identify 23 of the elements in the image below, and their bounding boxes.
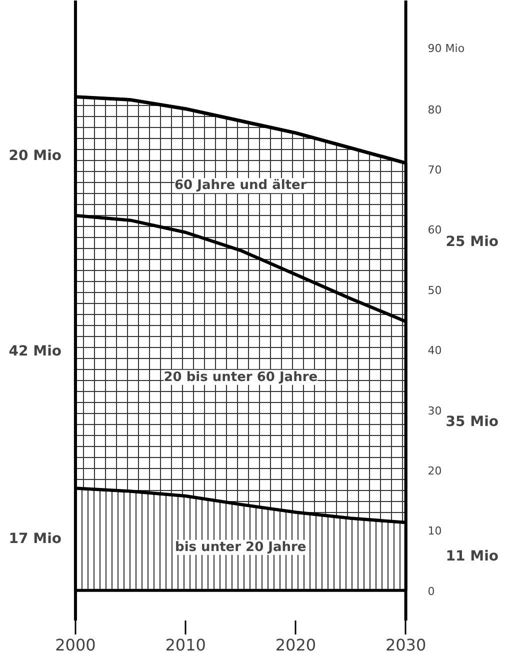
y-tick-label: 70 (428, 164, 442, 177)
text: 17 Mio (8, 531, 62, 548)
y-tick-label: 20 (428, 464, 442, 478)
series-label: 20 bis unter 60 Jahre (164, 370, 318, 385)
x-tick-label: 2030 (385, 636, 426, 654)
y-tick-label: 0 (428, 584, 435, 598)
y-tick-label: 60 (428, 224, 442, 237)
x-tick-label: 2010 (165, 636, 206, 654)
y-tick-label: 40 (428, 344, 442, 358)
y-tick-label: 10 (428, 524, 442, 538)
series-label: 60 Jahre und älter (174, 178, 308, 194)
text: 11 Mio (446, 548, 499, 564)
y-tick-label: 50 (428, 284, 442, 297)
y-tick-label: 90 Mio (428, 42, 465, 56)
series-label: bis unter 20 Jahre (175, 540, 306, 555)
text: 42 Mio (8, 344, 62, 360)
x-tick-label: 2020 (275, 636, 316, 654)
text: 20 Mio (8, 148, 62, 164)
x-tick-label: 2000 (55, 636, 96, 654)
text: 35 Mio (446, 414, 499, 430)
y-tick-label: 80 (428, 103, 442, 116)
y-tick-label: 30 (428, 404, 442, 418)
text: 25 Mio (446, 234, 499, 250)
